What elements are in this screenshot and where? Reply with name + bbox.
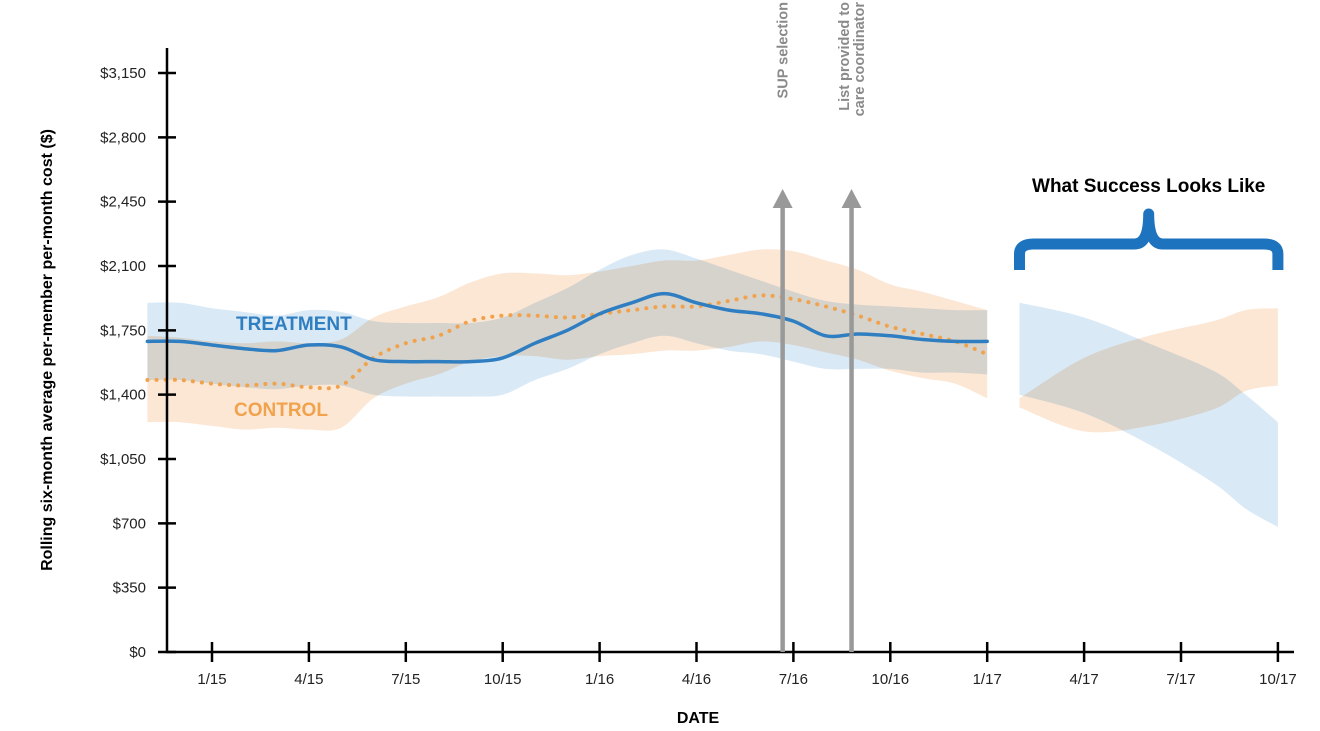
y-ticks: $0 $350 $700 $1,050 $1,400 $1,750 $2,100 $2,450… [100, 65, 176, 661]
y-tick-label: $1,750 [100, 322, 146, 339]
y-tick-label: $1,400 [100, 387, 146, 404]
x-tick-label: 10/17 [1259, 671, 1297, 688]
x-tick-label: 1/16 [585, 671, 614, 688]
y-tick-label: $3,150 [100, 65, 146, 82]
projection-band-treatment [1019, 302, 1278, 527]
success-bracket [1014, 208, 1284, 270]
series-label-treatment: TREATMENT [236, 314, 352, 335]
confidence-bands [147, 249, 1278, 527]
y-tick-label: $2,450 [100, 194, 146, 211]
y-tick-label: $700 [113, 515, 146, 532]
y-tick-label: $1,050 [100, 451, 146, 468]
x-tick-label: 7/15 [391, 671, 420, 688]
event-label: care coordinator [852, 2, 868, 117]
band-treatment [147, 249, 988, 397]
x-tick-label: 10/16 [872, 671, 910, 688]
x-tick-label: 7/17 [1166, 671, 1195, 688]
x-tick-label: 4/15 [294, 671, 323, 688]
y-tick-label: $2,100 [100, 258, 146, 275]
event-arrow-head [841, 189, 862, 208]
x-tick-label: 7/16 [779, 671, 808, 688]
y-tick-label: $2,800 [100, 129, 146, 146]
x-tick-label: 10/15 [484, 671, 522, 688]
x-axis-title: DATE [677, 710, 720, 727]
y-tick-label: $350 [113, 580, 146, 597]
y-tick-label: $0 [129, 644, 146, 661]
series-lines [145, 291, 990, 391]
success-label: What Success Looks Like [1032, 176, 1265, 197]
axes [165, 48, 1294, 654]
event-label: List provided to [837, 2, 853, 111]
success-bracket-group: What Success Looks Like [1014, 176, 1284, 270]
series-label-control: CONTROL [234, 400, 328, 421]
x-tick-label: 4/17 [1069, 671, 1098, 688]
event-arrow-head [772, 189, 793, 208]
x-tick-label: 1/15 [197, 671, 226, 688]
x-tick-label: 4/16 [682, 671, 711, 688]
x-ticks: 1/15 4/15 7/15 10/15 1/16 4/16 7/16 10/16 1/17 4/… [197, 642, 1297, 688]
series-line-treatment [145, 291, 989, 364]
event-label: SUP selection [776, 2, 792, 98]
event-annotations: SUP selection List provided to care coordi… [772, 2, 868, 652]
x-tick-label: 1/17 [973, 671, 1002, 688]
y-axis-title: Rolling six-month average per-member per… [39, 129, 56, 571]
